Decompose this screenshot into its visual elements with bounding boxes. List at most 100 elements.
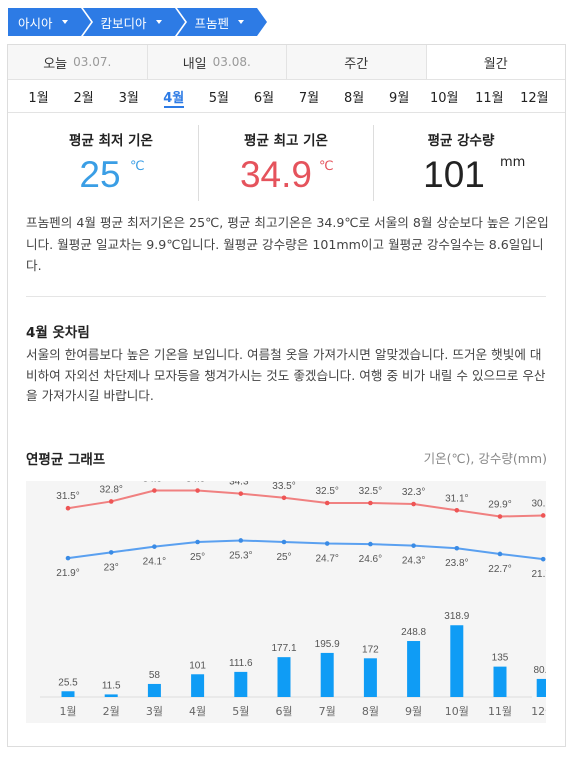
min-temp-line-point	[108, 550, 114, 555]
rainfall-bar	[450, 625, 464, 697]
tab-weekly[interactable]: 주간	[287, 45, 427, 79]
max-temp-label: 32.8°	[99, 484, 122, 495]
tab-today-label: 오늘	[43, 56, 68, 72]
min-temp-line-point	[540, 556, 546, 562]
month-tab-8[interactable]: 8월	[343, 90, 365, 106]
tab-monthly-label: 월간	[483, 56, 508, 72]
rainfall-label: 177.1	[271, 643, 296, 654]
rainfall-label: 25.5	[58, 677, 78, 688]
month-tab-7[interactable]: 7월	[298, 90, 320, 106]
rainfall-label: 101	[189, 660, 206, 671]
max-temp-line-point	[152, 488, 157, 493]
breadcrumb: 아시아 캄보디아 프놈펜	[8, 8, 270, 36]
stat-rainfall-value: 101	[423, 154, 485, 195]
x-axis-label: 5월	[232, 705, 249, 718]
month-tab-9[interactable]: 9월	[389, 90, 410, 106]
stat-max-temp-value: 34.9	[239, 154, 312, 195]
x-axis-label: 4월	[189, 705, 206, 718]
max-temp-line-point	[238, 491, 244, 496]
month-tab-11[interactable]: 11월	[475, 90, 504, 106]
min-temp-line-point	[368, 541, 373, 547]
month-tab-5[interactable]: 5월	[208, 90, 229, 106]
min-temp-label: 25°	[276, 552, 291, 563]
rainfall-bar	[61, 691, 75, 697]
month-tab-2[interactable]: 2월	[73, 90, 94, 106]
breadcrumb-city[interactable]: 프놈펜	[176, 8, 270, 36]
tab-tomorrow[interactable]: 내일 03.08.	[147, 45, 287, 79]
min-temp-label: 25°	[190, 552, 205, 563]
tab-tomorrow-date: 03.08.	[212, 55, 251, 69]
max-temp-label: 30.1°	[531, 498, 546, 509]
clothes-text: 서울의 한여름보다 높은 기온을 보입니다. 여름철 옷을 가져가시면 알맞겠습…	[26, 347, 546, 403]
max-temp-label: 33.5°	[272, 481, 295, 492]
x-axis-label: 12월	[531, 705, 546, 718]
x-axis-label: 3월	[146, 705, 163, 718]
tab-today-date: 03.07.	[73, 55, 112, 69]
period-tabs: 오늘 03.07. 내일 03.08. 주간 월간	[8, 45, 565, 80]
max-temp-line-point	[195, 488, 200, 493]
max-temp-label: 34.9°	[143, 481, 166, 485]
tab-tomorrow-label: 내일	[182, 56, 207, 72]
min-temp-line-point	[497, 551, 503, 557]
stat-min-temp-value: 25	[79, 154, 121, 195]
breadcrumb-region[interactable]: 아시아	[8, 8, 93, 36]
rainfall-bar	[234, 671, 248, 697]
max-temp-line-point	[411, 501, 416, 507]
max-temp-line-point	[324, 500, 330, 506]
graph-title: 연평균 그래프	[26, 452, 106, 468]
month-tab-10[interactable]: 10월	[429, 90, 459, 106]
max-temp-line-point	[454, 507, 460, 513]
month-tab-12[interactable]: 12월	[520, 90, 549, 106]
annual-chart-svg: 31.5° 32.8° 34.9° 34.9° 34.3° 33.5° 32.5° 32.5°…	[40, 481, 546, 718]
min-temp-label: 24.6°	[359, 554, 382, 565]
breadcrumb-country[interactable]: 캄보디아	[82, 8, 187, 36]
min-temp-line-point	[152, 544, 157, 549]
month-tab-3[interactable]: 3월	[118, 90, 139, 106]
min-temp-line-point	[238, 538, 244, 543]
min-temp-line-point	[195, 539, 200, 545]
x-axis-label: 11월	[488, 705, 512, 718]
tab-today[interactable]: 오늘 03.07.	[8, 45, 148, 79]
breadcrumb-region-label: 아시아	[18, 15, 53, 31]
rainfall-bar	[493, 666, 507, 697]
rainfall-bar	[407, 641, 421, 697]
monthly-weather-panel: 오늘 03.07. 내일 03.08. 주간 월간 1월 2월 3월 4월 5월 6월 7월…	[7, 44, 566, 747]
rainfall-bar	[191, 674, 205, 697]
stats-summary: 평균 최저 기온 25 ℃ 평균 최고 기온 34.9 ℃ 평균 강수량 101…	[24, 125, 548, 201]
stat-min-temp-label: 평균 최저 기온	[69, 133, 153, 149]
min-temp-label: 21.7°	[531, 569, 546, 580]
rainfall-label: 318.9	[444, 611, 469, 622]
max-temp-line-point	[497, 514, 503, 519]
min-temp-line-point	[324, 541, 330, 546]
max-temp-label: 32.5°	[315, 486, 338, 497]
min-temp-label: 24.1°	[143, 557, 166, 568]
max-temp-line-point	[65, 505, 71, 511]
stat-rainfall: 평균 강수량 101 mm	[373, 125, 548, 201]
month-selector: 1월 2월 3월 4월 5월 6월 7월 8월 9월 10월 11월 12월	[8, 80, 565, 113]
rainfall-label: 80.3	[533, 665, 546, 676]
caret-down-icon	[155, 20, 162, 24]
rainfall-label: 135	[492, 653, 509, 664]
caret-down-icon	[238, 20, 245, 24]
rainfall-bar	[104, 694, 118, 697]
max-temp-line-point	[281, 495, 287, 501]
stat-max-temp-unit: ℃	[319, 159, 334, 174]
stat-max-temp-label: 평균 최고 기온	[244, 133, 328, 149]
rainfall-bar	[363, 658, 377, 697]
month-tab-1[interactable]: 1월	[28, 90, 49, 106]
min-temp-label: 23°	[104, 562, 119, 573]
month-tab-6[interactable]: 6월	[253, 90, 275, 106]
min-temp-line-point	[454, 545, 460, 551]
min-temp-line-point	[281, 539, 287, 545]
max-temp-label: 34.3°	[229, 481, 252, 488]
month-tab-4[interactable]: 4월	[151, 80, 196, 112]
x-axis-label: 9월	[405, 705, 422, 718]
min-temp-line	[67, 539, 544, 561]
rainfall-label: 111.6	[229, 658, 253, 669]
breadcrumb-city-label: 프놈펜	[194, 15, 230, 31]
rainfall-label: 58	[149, 670, 161, 681]
x-axis-label: 8월	[362, 705, 379, 718]
min-temp-label: 24.3°	[402, 556, 425, 567]
tab-monthly[interactable]: 월간	[426, 45, 565, 79]
rainfall-label: 195.9	[315, 639, 340, 650]
